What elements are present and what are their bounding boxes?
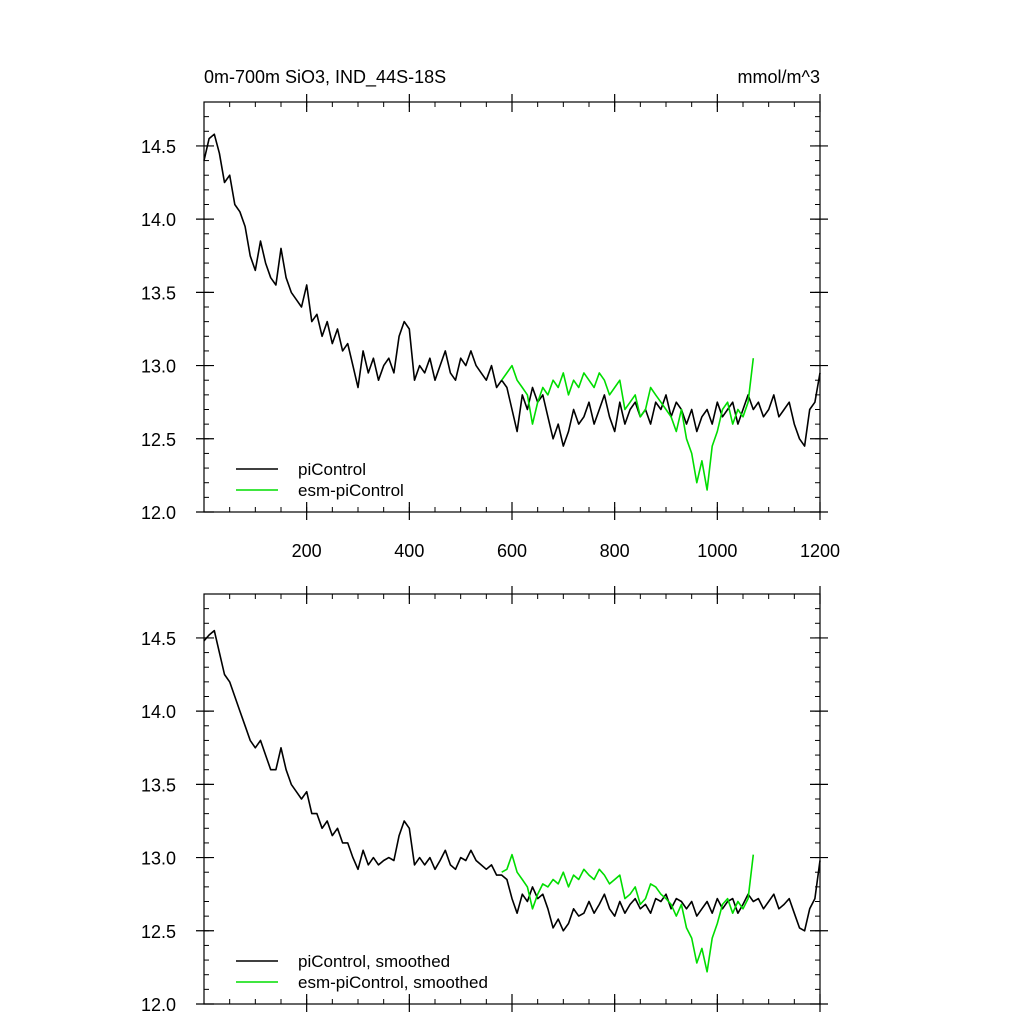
- y-tick-label: 13.5: [141, 283, 176, 303]
- y-tick-label: 13.0: [141, 357, 176, 377]
- legend-label: piControl, smoothed: [298, 952, 450, 971]
- x-tick-label: 600: [497, 541, 527, 561]
- legend-label: esm-piControl, smoothed: [298, 973, 488, 992]
- series-line: [203, 629, 821, 932]
- series-line: [203, 133, 821, 447]
- y-tick-label: 14.0: [141, 210, 176, 230]
- chart-units: mmol/m^3: [738, 67, 820, 87]
- y-tick-label: 14.5: [141, 629, 176, 649]
- y-tick-label: 13.0: [141, 849, 176, 869]
- y-tick-label: 12.0: [141, 995, 176, 1015]
- y-tick-label: 14.5: [141, 137, 176, 157]
- y-tick-label: 12.5: [141, 922, 176, 942]
- legend-label: esm-piControl: [298, 481, 404, 500]
- x-tick-label: 1200: [800, 541, 840, 561]
- plot-frame: [203, 101, 821, 513]
- legend-label: piControl: [298, 460, 366, 479]
- bottom-panel: 12.0 12.5 13.0 13.5 14.0 14.5 piControl, smoot…: [141, 586, 828, 1015]
- x-tick-label: 800: [600, 541, 630, 561]
- x-tick-label: 400: [394, 541, 424, 561]
- x-tick-label: 200: [292, 541, 322, 561]
- y-tick-label: 12.0: [141, 503, 176, 523]
- top-panel: 200 400 600 800 1000 1200 12.0 12.5 13.0 13.5 14.0…: [141, 94, 840, 561]
- y-tick-label: 14.0: [141, 702, 176, 722]
- chart-title: 0m-700m SiO3, IND_44S-18S: [204, 67, 446, 88]
- y-tick-label: 13.5: [141, 775, 176, 795]
- y-tick-label: 12.5: [141, 430, 176, 450]
- series-line: [501, 358, 755, 491]
- x-tick-label: 1000: [697, 541, 737, 561]
- plot-frame: [203, 593, 821, 1005]
- series-line: [501, 853, 755, 973]
